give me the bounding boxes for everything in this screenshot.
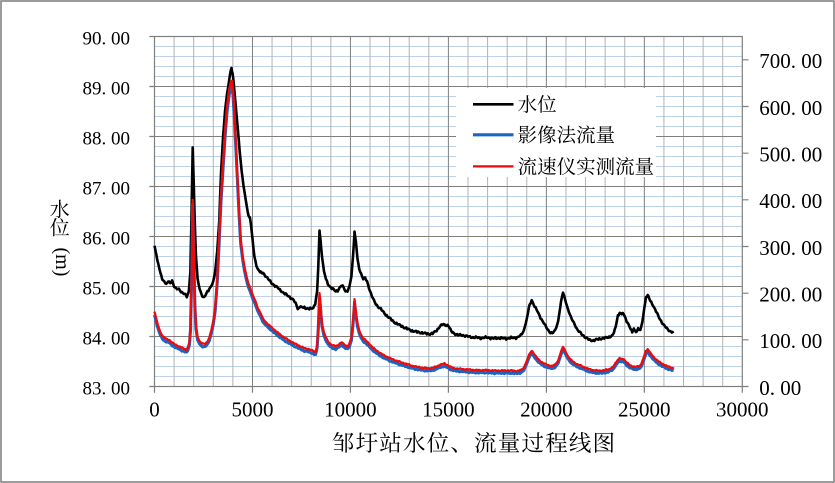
svg-text:200.00: 200. 00 [759,283,822,307]
svg-text:0: 0 [149,397,160,421]
svg-text:30000: 30000 [716,397,769,421]
svg-text:20000: 20000 [520,397,573,421]
svg-text:700.00: 700. 00 [759,49,822,73]
svg-text:300.00: 300. 00 [759,236,822,260]
svg-text:(m): (m) [51,248,73,277]
svg-text:0.00: 0. 00 [759,376,801,400]
svg-text:500.00: 500. 00 [759,143,822,167]
svg-text:5000: 5000 [232,397,274,421]
svg-text:15000: 15000 [422,397,475,421]
svg-text:10000: 10000 [324,397,377,421]
svg-text:85.00: 85. 00 [83,278,131,299]
svg-text:25000: 25000 [618,397,671,421]
svg-text:400.00: 400. 00 [759,189,822,213]
svg-text:100.00: 100. 00 [759,329,822,353]
svg-text:600.00: 600. 00 [759,96,822,120]
